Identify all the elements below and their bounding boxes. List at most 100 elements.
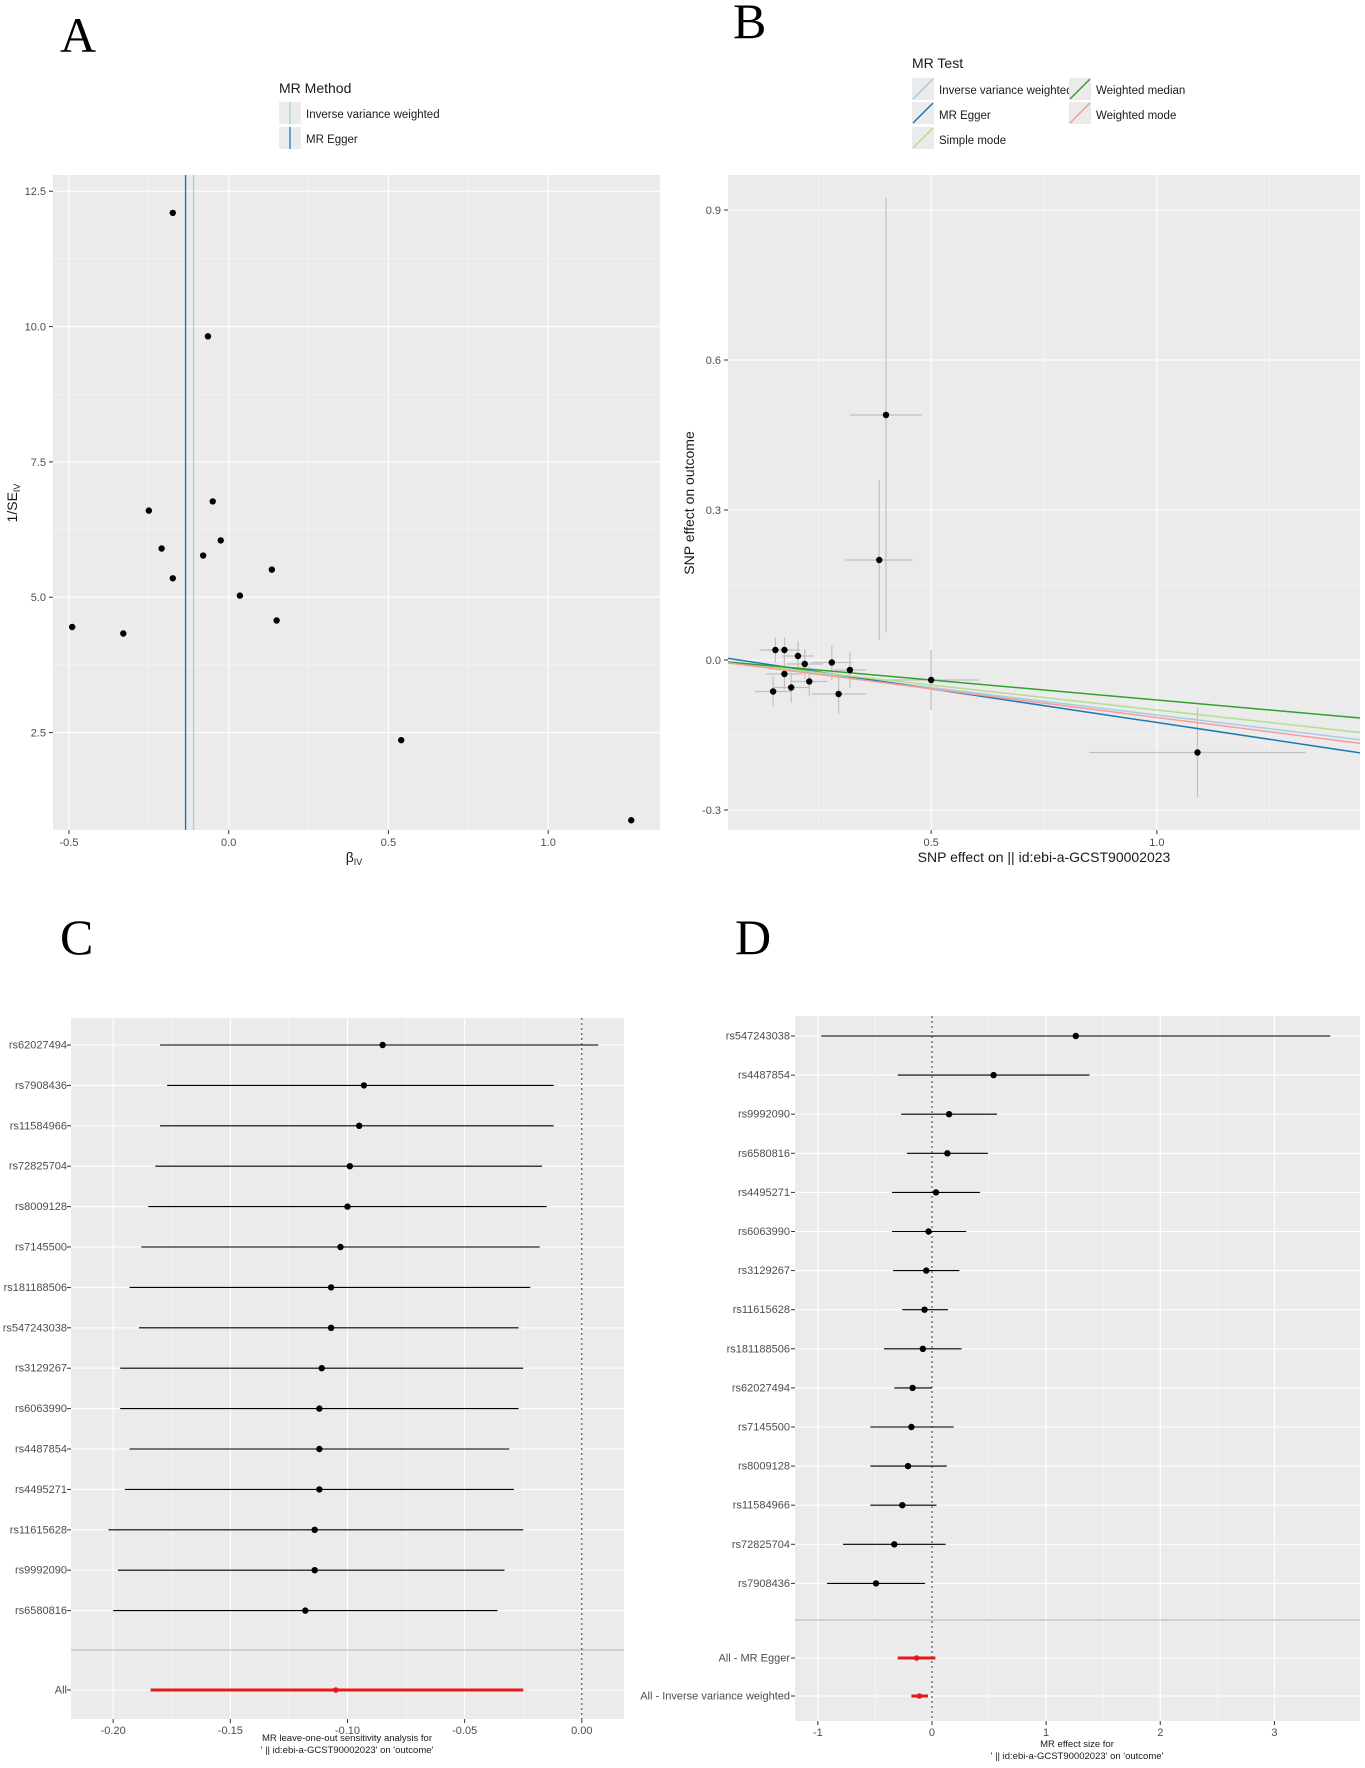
- snp-row-label: rs11615628: [733, 1304, 790, 1316]
- estimate-point: [360, 1082, 368, 1089]
- estimate-point: [909, 1384, 916, 1392]
- estimate-point: [923, 1267, 930, 1274]
- snp-row-label: rs6063990: [738, 1226, 790, 1238]
- estimate-point: [908, 1423, 915, 1431]
- y-tick-label: 0.3: [706, 505, 721, 517]
- estimate-point: [327, 1324, 335, 1332]
- panel-c: -0.20 -0.15 -0.10 -0.05 0.00 rs62027494 rs7908…: [3, 1018, 624, 1756]
- legend-b-key-line: [912, 78, 934, 100]
- estimate-point: [311, 1526, 318, 1534]
- legend-b-label: MR Egger: [939, 110, 991, 122]
- snp-row-label: rs11615628: [10, 1524, 67, 1536]
- legend-b-label: Simple mode: [939, 135, 1006, 147]
- estimate-point: [356, 1122, 363, 1130]
- y-tick-label: 12.5: [25, 186, 46, 198]
- data-point: [268, 566, 276, 573]
- estimate-point: [891, 1541, 898, 1548]
- y-tick-label: 0.6: [706, 355, 721, 367]
- estimate-point: [327, 1284, 335, 1291]
- legend-b-entry: Simple mode: [912, 127, 1006, 149]
- plot-b-marks: 0.5 1.0 -0.3 0.0 0.3 0.6 0.9: [702, 175, 1361, 849]
- snp-row-label: rs181188506: [4, 1282, 67, 1294]
- legend-a-entry-egger: MR Egger: [279, 127, 358, 149]
- legend-b-title: MR Test: [912, 55, 963, 71]
- data-point: [145, 507, 153, 514]
- legend-b-key-line: [912, 102, 934, 124]
- estimate-point: [337, 1243, 344, 1251]
- y-axis-title-b: SNP effect on outcome: [681, 431, 697, 575]
- legend-a-title: MR Method: [279, 80, 351, 96]
- data-point: [806, 678, 813, 685]
- data-point: [398, 736, 405, 744]
- legend-b-label: Inverse variance weighted: [939, 85, 1073, 97]
- data-point: [794, 652, 802, 660]
- snp-row-label: rs11584966: [10, 1120, 67, 1132]
- x-axis-title-d-line2: ' || id:ebi-a-GCST90002023' on 'outcome': [991, 1751, 1164, 1762]
- summary-estimate-point: [332, 1687, 339, 1693]
- y-tick-label: 7.5: [31, 457, 46, 469]
- legend-b-entry: Inverse variance weighted: [912, 78, 1073, 100]
- snp-row-label: rs72825704: [9, 1161, 67, 1173]
- estimate-point: [899, 1502, 906, 1509]
- summary-row-label: All - MR Egger: [718, 1653, 790, 1665]
- estimate-point: [1072, 1032, 1079, 1040]
- snp-row-label: rs3129267: [15, 1363, 67, 1375]
- x-tick-label: -0.5: [59, 837, 78, 849]
- data-point: [120, 630, 127, 637]
- snp-row-label: rs6063990: [15, 1403, 67, 1415]
- snp-row-label: rs547243038: [3, 1322, 67, 1334]
- estimate-point: [925, 1228, 932, 1235]
- snp-row-label: rs7908436: [738, 1578, 790, 1590]
- snp-row-label: rs9992090: [738, 1109, 790, 1121]
- data-point: [781, 670, 788, 678]
- estimate-point: [379, 1041, 386, 1049]
- legend-b-label: Weighted median: [1096, 85, 1185, 97]
- legend-b-entry: MR Egger: [912, 102, 991, 124]
- x-axis-title-b: SNP effect on || id:ebi-a-GCST90002023: [918, 849, 1171, 865]
- y-tick-label: 2.5: [31, 728, 46, 740]
- summary-row-label: All - Inverse variance weighted: [640, 1691, 790, 1703]
- estimate-point: [945, 1111, 953, 1118]
- estimate-point: [921, 1306, 928, 1313]
- snp-row-label: rs8009128: [738, 1461, 790, 1473]
- plot-c-marks: -0.20 -0.15 -0.10 -0.05 0.00 rs62027494 rs7908…: [3, 1018, 624, 1737]
- method-line-weighted-mode: [727, 662, 1361, 745]
- snp-row-label: rs4495271: [15, 1484, 67, 1496]
- legend-a-entry-ivw: Inverse variance weighted: [279, 102, 440, 124]
- y-tick-label: 10.0: [25, 322, 46, 334]
- x-tick-label: 3: [1271, 1727, 1277, 1739]
- estimate-point: [872, 1580, 880, 1587]
- estimate-point: [346, 1163, 354, 1170]
- x-tick-label: 1: [1043, 1727, 1049, 1739]
- data-point: [273, 617, 280, 624]
- data-point: [236, 592, 244, 599]
- method-line-simple-mode: [727, 661, 1361, 734]
- y-axis-title-a: 1/SEIV: [4, 484, 22, 523]
- plot-area-d: [795, 1016, 1360, 1721]
- x-tick-label: 0.5: [381, 837, 396, 849]
- data-point: [169, 209, 177, 217]
- plot-a-marks: -0.5 0.0 0.5 1.0 2.5 5.0 7.5 10.0 12.5: [25, 175, 660, 849]
- summary-estimate-point: [916, 1693, 923, 1699]
- x-axis-title-d-line1: MR effect size for: [1040, 1739, 1114, 1750]
- estimate-point: [944, 1150, 951, 1157]
- data-point: [828, 659, 836, 666]
- estimate-point: [316, 1486, 323, 1493]
- data-point: [927, 676, 935, 684]
- data-point: [169, 575, 177, 582]
- plot-area-a: [53, 175, 660, 830]
- legend-b-entry: Weighted mode: [1069, 102, 1176, 124]
- panel-letter-b: B: [733, 0, 766, 49]
- legend-b: Inverse variance weighted MR Egger Simpl…: [912, 78, 1185, 149]
- data-point: [801, 660, 808, 668]
- y-tick-label: -0.3: [702, 805, 721, 817]
- snp-row-label: rs9992090: [15, 1565, 67, 1577]
- panel-d: -1 0 1 2 3 rs547243038 rs4487854 rs9992090 rs658…: [640, 1016, 1360, 1762]
- data-point: [882, 411, 890, 419]
- x-axis-title-a: βIV: [346, 849, 363, 867]
- estimate-point: [318, 1365, 325, 1372]
- legend-b-key-line: [912, 127, 934, 149]
- snp-row-label: rs547243038: [726, 1031, 790, 1043]
- estimate-point: [990, 1071, 997, 1079]
